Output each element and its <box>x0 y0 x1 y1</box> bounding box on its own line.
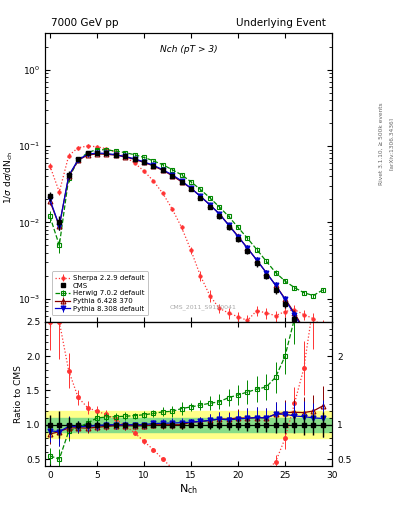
CMS <box>66 172 71 178</box>
CMS <box>311 349 316 355</box>
CMS <box>76 156 81 162</box>
CMS <box>255 261 259 267</box>
CMS <box>179 179 184 185</box>
Y-axis label: 1/$\sigma$ d$\sigma$/dN$_\mathrm{ch}$: 1/$\sigma$ d$\sigma$/dN$_\mathrm{ch}$ <box>3 151 15 204</box>
CMS <box>217 214 222 220</box>
Bar <box>45 411 332 438</box>
CMS <box>320 369 325 375</box>
CMS <box>264 273 268 279</box>
CMS <box>123 154 127 160</box>
Y-axis label: Ratio to CMS: Ratio to CMS <box>14 365 23 423</box>
CMS <box>114 152 118 158</box>
CMS <box>189 186 193 193</box>
Legend: Sherpa 2.2.9 default, CMS, Herwig 7.0.2 default, Pythia 6.428 370, Pythia 8.308 : Sherpa 2.2.9 default, CMS, Herwig 7.0.2 … <box>51 271 148 315</box>
CMS <box>132 156 137 162</box>
CMS <box>245 248 250 254</box>
Bar <box>45 418 332 432</box>
Text: Underlying Event: Underlying Event <box>237 17 326 28</box>
Line: CMS: CMS <box>48 150 325 374</box>
CMS <box>301 331 306 337</box>
CMS <box>85 151 90 157</box>
CMS <box>95 150 99 156</box>
CMS <box>170 173 174 179</box>
CMS <box>57 219 62 225</box>
Text: CMS_2011_S9120041: CMS_2011_S9120041 <box>169 305 237 310</box>
X-axis label: N$_\mathrm{ch}$: N$_\mathrm{ch}$ <box>179 482 198 496</box>
CMS <box>208 204 212 210</box>
CMS <box>283 301 287 307</box>
Text: [arXiv:1306.3436]: [arXiv:1306.3436] <box>389 117 393 170</box>
CMS <box>292 315 297 322</box>
CMS <box>48 193 52 199</box>
CMS <box>104 151 109 157</box>
CMS <box>273 287 278 293</box>
Text: Nch (pT > 3): Nch (pT > 3) <box>160 45 217 54</box>
Text: 7000 GeV pp: 7000 GeV pp <box>51 17 118 28</box>
Text: Rivet 3.1.10, ≥ 500k events: Rivet 3.1.10, ≥ 500k events <box>379 102 384 185</box>
CMS <box>226 224 231 230</box>
CMS <box>236 236 241 242</box>
CMS <box>151 163 156 169</box>
CMS <box>160 167 165 174</box>
CMS <box>198 195 203 201</box>
CMS <box>141 159 146 165</box>
